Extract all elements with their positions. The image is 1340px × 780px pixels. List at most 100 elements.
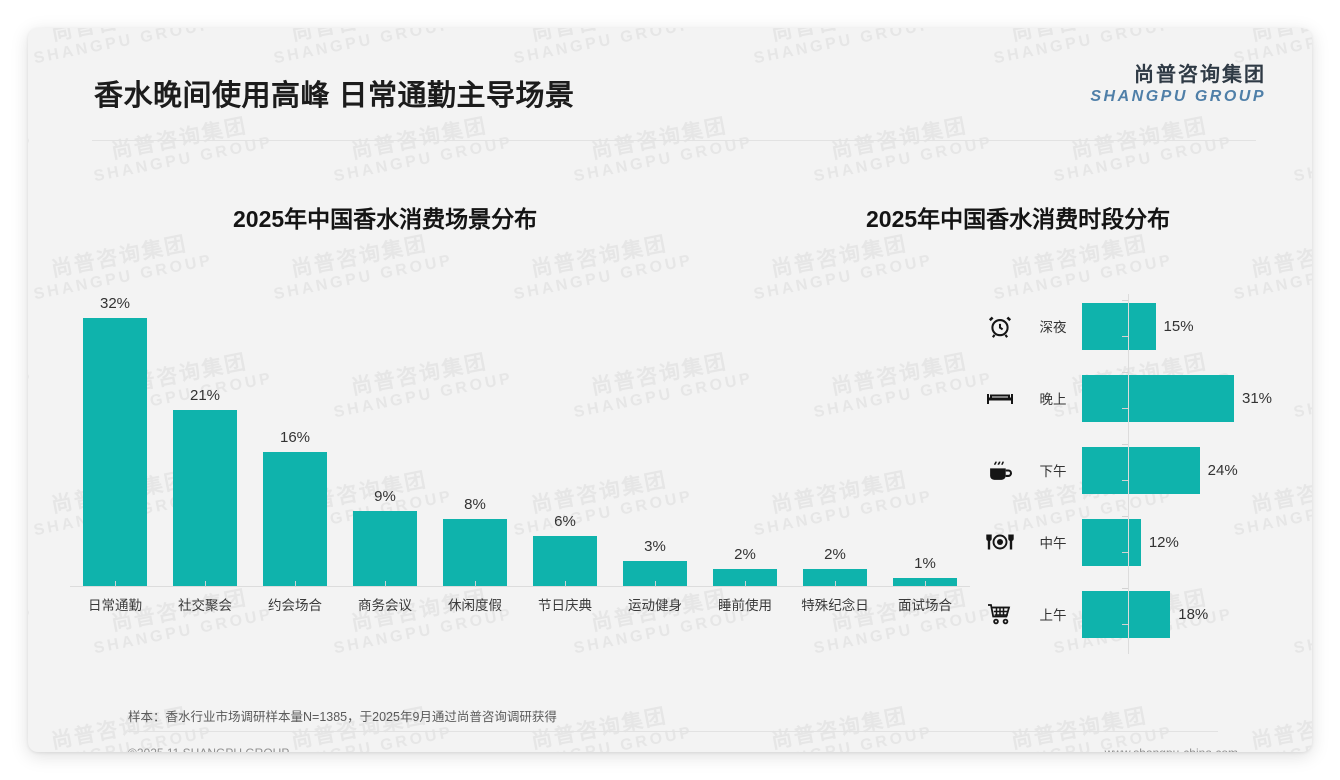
category-label: 社交聚会 <box>178 598 232 613</box>
axis-tick <box>1122 336 1128 337</box>
category-label: 运动健身 <box>628 598 682 613</box>
timeslot-row[interactable]: 深夜 15% <box>976 296 1286 356</box>
axis-tick <box>1122 480 1128 481</box>
bar[interactable] <box>1082 590 1171 638</box>
timeslot-label: 下午 <box>1039 464 1067 479</box>
scene-distribution-bar-chart: 32% 21% 16% 9% 8% 6% 3% 2% 2% 1% <box>70 286 970 586</box>
bar-value-label: 1% <box>914 554 936 572</box>
axis-tick <box>1122 300 1128 301</box>
axis-tick <box>1122 588 1128 589</box>
logo-english-text: SHANGPU GROUP <box>1090 87 1266 105</box>
coffee-cup-icon <box>976 457 1024 484</box>
bar-value-label: 2% <box>824 546 846 564</box>
axis-tick <box>1122 444 1128 445</box>
bar-column[interactable]: 32% <box>70 286 160 586</box>
bar-track: 15% <box>1082 302 1286 350</box>
shopping-cart-icon <box>976 601 1024 627</box>
bar-column[interactable]: 2% <box>790 286 880 586</box>
bar[interactable] <box>1082 302 1156 350</box>
bar-value-label: 21% <box>189 387 221 405</box>
bar-value-label: 8% <box>464 496 486 513</box>
category-label: 商务会议 <box>358 598 412 613</box>
bar-column[interactable]: 9% <box>340 286 430 586</box>
timeslot-distribution-bar-chart: 深夜 15% 晚上 31% 下午 24% 中午 12% 上午 18% <box>976 290 1286 660</box>
timeslot-label: 中午 <box>1039 536 1067 551</box>
bar-value-label: 2% <box>734 546 756 564</box>
timeslot-row[interactable]: 晚上 31% <box>976 368 1286 428</box>
bar[interactable] <box>173 410 237 586</box>
axis-tick <box>880 581 970 587</box>
axis-tick <box>700 581 790 587</box>
bar[interactable] <box>1082 374 1234 422</box>
category-label: 约会场合 <box>268 598 322 613</box>
category-label: 日常通勤 <box>88 598 142 613</box>
timeslot-label: 深夜 <box>1039 320 1067 335</box>
axis-tick <box>520 581 610 587</box>
axis-tick <box>70 581 160 587</box>
bar-column[interactable]: 16% <box>250 286 340 586</box>
bar-value-label: 16% <box>279 429 311 446</box>
charts-region: 2025年中国香水消费场景分布 2025年中国香水消费时段分布 32% 21% 16… <box>28 28 1312 752</box>
bar[interactable] <box>1082 446 1200 494</box>
timeslot-label: 上午 <box>1039 608 1067 623</box>
bar-track: 24% <box>1082 446 1286 494</box>
bar-value-label: 3% <box>644 537 666 555</box>
copyright-text: ©2025.11 SHANGPU GROUP <box>128 746 289 752</box>
axis-tick <box>340 581 430 587</box>
category-label: 睡前使用 <box>718 598 772 613</box>
bar-track: 31% <box>1082 374 1286 422</box>
category-label: 面试场合 <box>898 598 952 613</box>
timeslot-row[interactable]: 上午 18% <box>976 584 1286 644</box>
bar[interactable] <box>263 452 327 586</box>
left-chart-title: 2025年中国香水消费场景分布 <box>233 206 538 232</box>
bar[interactable] <box>83 318 147 586</box>
bar-column[interactable]: 2% <box>700 286 790 586</box>
category-label: 特殊纪念日 <box>801 598 869 613</box>
timeslot-row[interactable]: 下午 24% <box>976 440 1286 500</box>
footer-divider <box>128 731 1218 732</box>
bar[interactable] <box>443 519 507 586</box>
axis-tick <box>250 581 340 587</box>
page-title: 香水晚间使用高峰 日常通勤主导场景 <box>94 80 575 112</box>
axis-tick <box>610 581 700 587</box>
bar[interactable] <box>803 569 867 586</box>
axis-tick <box>160 581 250 587</box>
bar-value-label: 24% <box>1207 461 1238 479</box>
alarm-clock-icon <box>976 313 1024 339</box>
bar-value-label: 6% <box>554 512 576 530</box>
axis-tick <box>1122 408 1128 409</box>
bar-column[interactable]: 6% <box>520 286 610 586</box>
bar[interactable] <box>713 569 777 586</box>
axis-tick <box>1122 624 1128 625</box>
bar-column[interactable]: 8% <box>430 286 520 586</box>
right-chart-title: 2025年中国香水消费时段分布 <box>866 206 1171 232</box>
axis-tick <box>1122 552 1128 553</box>
website-link[interactable]: www.shangpu-china.com <box>1105 746 1238 752</box>
vertical-chart-baseline <box>70 586 970 587</box>
bed-icon <box>976 385 1024 411</box>
bar-column[interactable]: 3% <box>610 286 700 586</box>
bar-value-label: 31% <box>1242 389 1273 407</box>
bar-value-label: 9% <box>374 487 396 505</box>
axis-tick <box>1122 372 1128 373</box>
bar-track: 12% <box>1082 518 1286 566</box>
bar-column[interactable]: 1% <box>880 286 970 586</box>
axis-tick <box>1122 516 1128 517</box>
vertical-bars-group: 32% 21% 16% 9% 8% 6% 3% 2% 2% 1% <box>70 286 970 586</box>
brand-logo: 尚普咨询集团 SHANGPU GROUP <box>1090 64 1266 106</box>
horizontal-chart-axis-line <box>1128 294 1129 654</box>
bar[interactable] <box>1082 518 1141 566</box>
bar[interactable] <box>533 535 597 586</box>
category-label: 休闲度假 <box>448 598 502 613</box>
bar[interactable] <box>353 510 417 586</box>
bar-column[interactable]: 21% <box>160 286 250 586</box>
axis-tick <box>430 581 520 587</box>
bar-value-label: 32% <box>99 295 131 312</box>
bar-value-label: 12% <box>1148 533 1179 551</box>
bar-value-label: 18% <box>1178 605 1209 623</box>
bar-track: 18% <box>1082 590 1286 638</box>
horizontal-chart-ticks <box>1122 294 1128 654</box>
header-divider <box>92 140 1256 141</box>
timeslot-row[interactable]: 中午 12% <box>976 512 1286 572</box>
